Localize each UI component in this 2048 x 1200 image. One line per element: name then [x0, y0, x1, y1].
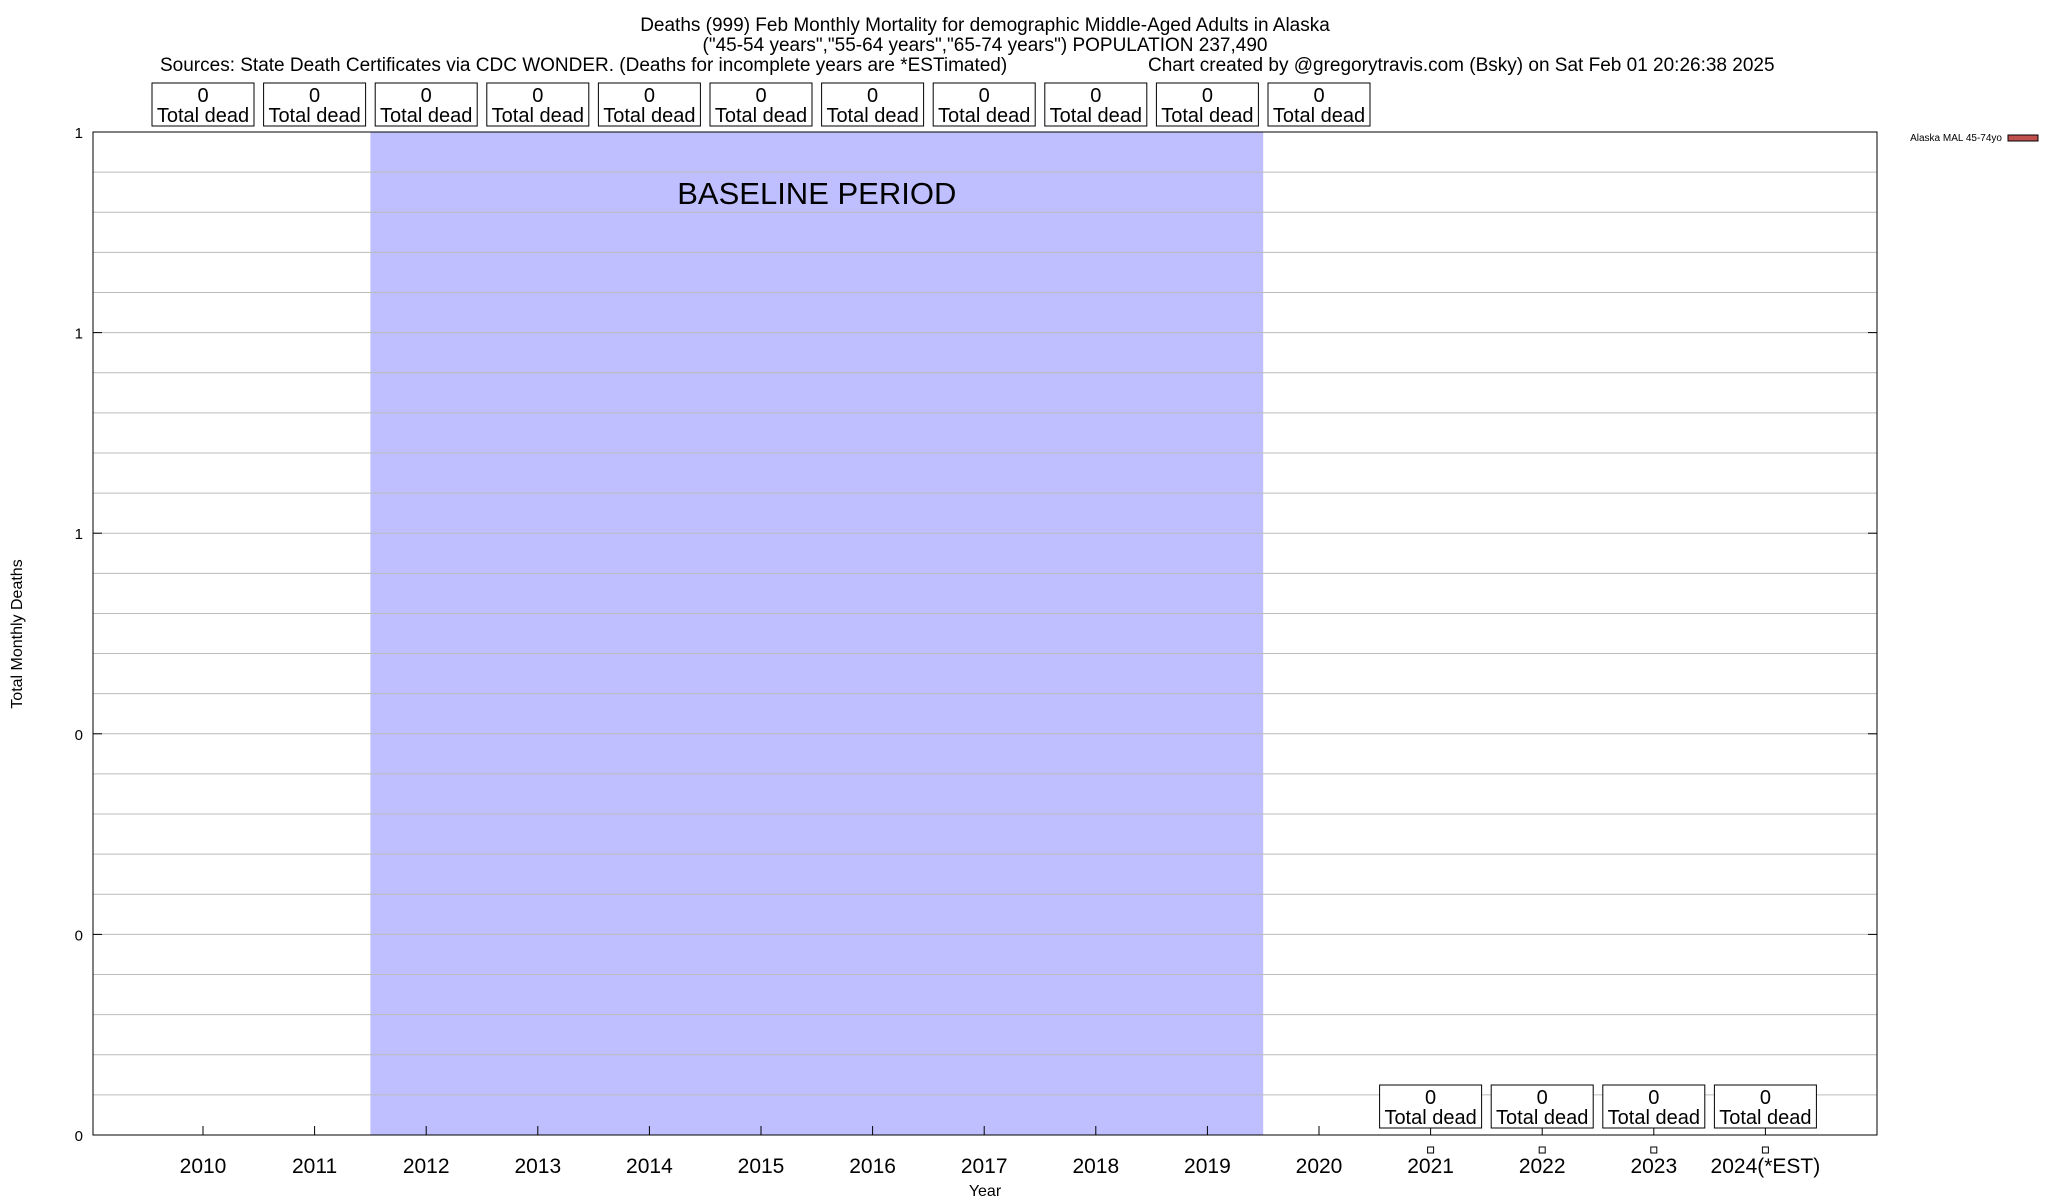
y-tick-label: 1: [75, 326, 83, 343]
data-point-marker: [1650, 1146, 1658, 1154]
total-dead-value: 0: [1090, 85, 1101, 107]
total-dead-box: [1267, 82, 1371, 127]
plot-area-frame: [92, 131, 1878, 1136]
x-tick-label: 2011: [292, 1155, 337, 1178]
total-dead-box: [1379, 1084, 1483, 1129]
total-dead-caption: Total dead: [1273, 105, 1365, 127]
total-dead-value: 0: [1648, 1087, 1659, 1109]
total-dead-value: 0: [421, 85, 432, 107]
total-dead-box: [486, 82, 590, 127]
legend-series-swatch: [2007, 134, 2039, 142]
y-tick-label: 0: [75, 727, 83, 744]
x-tick-label: 2010: [180, 1155, 227, 1178]
chart-legend: Alaska MAL 45-74yo: [1910, 133, 2039, 144]
data-marks: [1427, 1146, 1769, 1154]
x-tick-label: 2018: [1072, 1155, 1119, 1178]
baseline-period-label: BASELINE PERIOD: [677, 176, 956, 211]
total-dead-value: 0: [1425, 1087, 1436, 1109]
x-tick-label: 2012: [403, 1155, 450, 1178]
total-dead-caption: Total dead: [1384, 1107, 1476, 1129]
total-dead-caption: Total dead: [380, 105, 472, 127]
total-dead-caption: Total dead: [268, 105, 360, 127]
chart-title: Deaths (999) Feb Monthly Mortality for d…: [640, 15, 1330, 36]
total-dead-value: 0: [1202, 85, 1213, 107]
total-dead-box: [597, 82, 701, 127]
total-dead-box: [1713, 1084, 1817, 1129]
total-dead-value: 0: [644, 85, 655, 107]
total-dead-box: [821, 82, 925, 127]
total-dead-caption: Total dead: [157, 105, 249, 127]
total-dead-caption: Total dead: [715, 105, 807, 127]
total-dead-box: [374, 82, 478, 127]
total-dead-value: 0: [755, 85, 766, 107]
x-tick-label: 2013: [514, 1155, 561, 1178]
data-point-marker: [1538, 1146, 1546, 1154]
total-dead-value: 0: [1760, 1087, 1771, 1109]
x-tick-label: 2021: [1407, 1155, 1454, 1178]
y-axis-ticks: 0 0 0 1 1 1: [75, 125, 1877, 1145]
x-axis-ticks: 2010 2011 2012 2013 2014 2015 2016 2017 2018 2019…: [180, 1126, 1821, 1178]
total-dead-caption: Total dead: [603, 105, 695, 127]
total-dead-box: [151, 82, 255, 127]
total-dead-caption: Total dead: [1161, 105, 1253, 127]
total-dead-value: 0: [979, 85, 990, 107]
x-tick-label: 2022: [1519, 1155, 1566, 1178]
total-dead-caption: Total dead: [1496, 1107, 1588, 1129]
total-dead-value: 0: [867, 85, 878, 107]
x-tick-label: 2024(*EST): [1711, 1155, 1821, 1178]
y-tick-label: 0: [75, 927, 83, 944]
baseline-period-band: [370, 132, 1264, 1135]
total-dead-value: 0: [532, 85, 543, 107]
y-axis-label: Total Monthly Deaths: [9, 559, 26, 708]
total-dead-caption: Total dead: [1608, 1107, 1700, 1129]
x-tick-label: 2020: [1296, 1155, 1343, 1178]
x-axis-label: Year: [969, 1183, 1002, 1200]
total-dead-box: [1602, 1084, 1706, 1129]
chart-header: Deaths (999) Feb Monthly Mortality for d…: [160, 15, 1775, 76]
total-dead-box: [1044, 82, 1148, 127]
chart-subtitle: ("45-54 years","55-64 years","65-74 year…: [703, 35, 1268, 56]
total-dead-value: 0: [1313, 85, 1324, 107]
x-tick-label: 2019: [1184, 1155, 1231, 1178]
chart-sources: Sources: State Death Certificates via CD…: [160, 55, 1007, 76]
total-dead-value: 0: [197, 85, 208, 107]
chart-gridlines: [93, 171, 1877, 1096]
x-tick-label: 2016: [849, 1155, 896, 1178]
total-dead-caption: Total dead: [938, 105, 1030, 127]
x-tick-label: 2017: [961, 1155, 1008, 1178]
total-dead-box: [263, 82, 367, 127]
legend-series-label: Alaska MAL 45-74yo: [1910, 133, 2002, 144]
total-dead-caption: Total dead: [1050, 105, 1142, 127]
total-dead-box: [1490, 1084, 1594, 1129]
total-dead-caption: Total dead: [1719, 1107, 1811, 1129]
data-point-marker: [1761, 1146, 1769, 1154]
total-dead-caption: Total dead: [826, 105, 918, 127]
y-tick-label: 0: [75, 1128, 83, 1145]
total-dead-box: [932, 82, 1036, 127]
total-dead-value: 0: [309, 85, 320, 107]
total-dead-value: 0: [1537, 1087, 1548, 1109]
total-dead-box: [1155, 82, 1259, 127]
x-tick-label: 2014: [626, 1155, 673, 1178]
y-tick-label: 1: [75, 526, 83, 543]
data-point-marker: [1427, 1146, 1435, 1154]
y-tick-label: 1: [75, 125, 83, 142]
x-tick-label: 2015: [738, 1155, 785, 1178]
total-dead-caption: Total dead: [492, 105, 584, 127]
chart-credit: Chart created by @gregorytravis.com (Bsk…: [1148, 55, 1775, 76]
x-tick-label: 2023: [1630, 1155, 1677, 1178]
total-dead-box: [709, 82, 813, 127]
